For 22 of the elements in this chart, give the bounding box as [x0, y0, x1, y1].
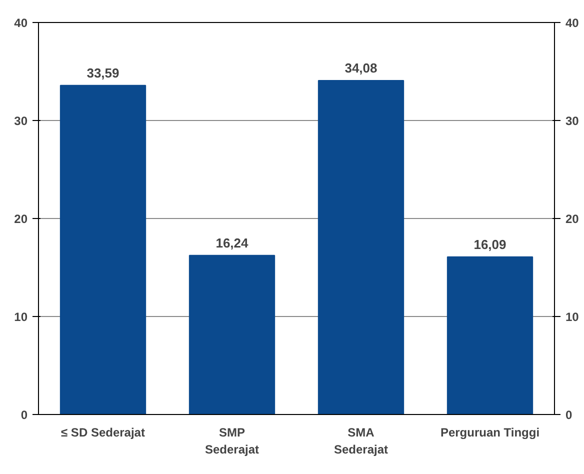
- bar: [318, 80, 404, 414]
- data-label: 34,08: [344, 60, 378, 76]
- bar: [188, 254, 276, 414]
- y-tick-label: 20: [14, 212, 28, 226]
- y-tick-label: 40: [14, 16, 28, 30]
- y-tick-label: 0: [20, 408, 28, 422]
- y2-tick-label: 10: [566, 310, 580, 324]
- data-label: 33,59: [86, 65, 120, 80]
- bar: [60, 84, 146, 414]
- x-tick-label: Perguruan Tinggi: [440, 426, 540, 440]
- y2-tick-label: 0: [566, 408, 572, 422]
- x-tick-label: SMA Sederajat: [334, 426, 388, 456]
- x-tick-label: ≤ SD Sederajat: [61, 426, 145, 440]
- y2-tick-label: 40: [566, 16, 580, 30]
- y-tick-label: 10: [14, 310, 28, 324]
- bar: [446, 256, 534, 414]
- y2-tick-label: 30: [566, 114, 580, 128]
- data-label: 16,09: [474, 236, 506, 252]
- y2-tick-label: 20: [566, 212, 580, 226]
- y-tick-label: 30: [14, 114, 28, 128]
- x-tick-label: SMP Sederajat: [204, 426, 260, 456]
- data-label: 16,24: [216, 235, 250, 250]
